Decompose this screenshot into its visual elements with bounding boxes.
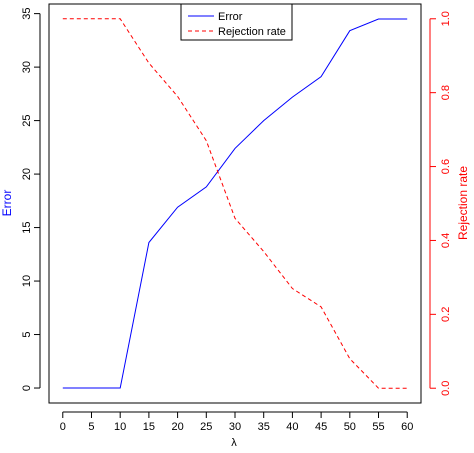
- x-axis: 0 5 10 15 20 25 30 35 40 45 50 55 60: [60, 411, 413, 433]
- x-tick-label: 60: [401, 421, 413, 433]
- y-left-tick-label: 25: [21, 114, 33, 126]
- x-tick-label: 55: [372, 421, 384, 433]
- y-right-tick-label: 0.4: [440, 233, 452, 248]
- y-right-tick-label: 1.0: [440, 11, 452, 26]
- legend-box: [180, 3, 293, 41]
- y-left-tick-label: 20: [21, 168, 33, 180]
- x-tick-label: 5: [88, 421, 94, 433]
- x-tick-label: 40: [286, 421, 298, 433]
- plot-frame: [48, 3, 422, 404]
- y-axis-left: 0 5 10 15 20 25 30 35: [21, 8, 41, 391]
- legend-rejection-label: Rejection rate: [218, 26, 286, 38]
- y-right-tick-label: 0.6: [440, 159, 452, 174]
- series-line-rejection-rate: [62, 18, 408, 389]
- y-axis-right: 0.0 0.2 0.4 0.6 0.8 1.0: [429, 11, 452, 396]
- y-left-tick-label: 5: [21, 331, 33, 337]
- y-left-tick-label: 0: [21, 385, 33, 391]
- x-tick-label: 25: [200, 421, 212, 433]
- y-left-tick-label: 35: [21, 8, 33, 20]
- x-tick-label: 0: [60, 421, 66, 433]
- series-line-error: [62, 18, 408, 389]
- y-left-tick-label: 30: [21, 61, 33, 73]
- y-right-tick-label: 0.2: [440, 307, 452, 322]
- y-left-tick-label: 15: [21, 221, 33, 233]
- y-axis-left-label: Error: [0, 190, 14, 217]
- y-axis-right-label: Rejection rate: [456, 166, 470, 240]
- x-tick-label: 50: [344, 421, 356, 433]
- x-tick-label: 30: [229, 421, 241, 433]
- legend-error-label: Error: [218, 11, 243, 23]
- legend: Error Rejection rate: [180, 3, 293, 41]
- y-right-tick-label: 0.0: [440, 381, 452, 396]
- x-tick-label: 10: [114, 421, 126, 433]
- x-tick-label: 35: [258, 421, 270, 433]
- y-left-tick-label: 10: [21, 275, 33, 287]
- x-tick-label: 45: [315, 421, 327, 433]
- y-right-tick-label: 0.8: [440, 85, 452, 100]
- x-tick-label: 20: [171, 421, 183, 433]
- x-tick-label: 15: [143, 421, 155, 433]
- series-layer: [62, 18, 408, 389]
- x-axis-label: λ: [231, 437, 237, 448]
